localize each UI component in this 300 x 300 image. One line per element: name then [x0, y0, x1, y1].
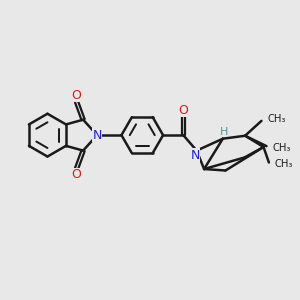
Text: O: O — [71, 89, 81, 102]
Text: CH₃: CH₃ — [272, 142, 291, 153]
Text: N: N — [190, 148, 200, 162]
Text: O: O — [178, 104, 188, 117]
Text: CH₃: CH₃ — [267, 114, 286, 124]
Text: H: H — [220, 127, 229, 137]
Text: N: N — [92, 129, 102, 142]
Text: CH₃: CH₃ — [275, 159, 293, 169]
Text: O: O — [71, 169, 81, 182]
